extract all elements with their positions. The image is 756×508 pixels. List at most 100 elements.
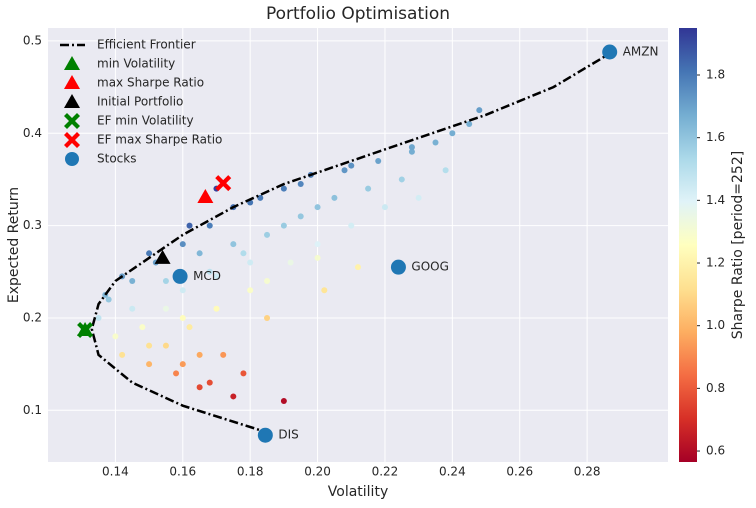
portfolio-point: [230, 241, 237, 248]
portfolio-point: [442, 167, 449, 174]
portfolio-point: [365, 185, 372, 192]
portfolio-point: [112, 333, 119, 340]
portfolio-point: [129, 278, 136, 285]
portfolio-point: [314, 254, 321, 261]
portfolio-point: [179, 314, 186, 321]
stock-label: DIS: [278, 428, 298, 442]
portfolio-point: [179, 287, 186, 294]
legend-marker: [64, 132, 80, 148]
marker-x: [215, 175, 232, 192]
portfolio-point: [119, 351, 126, 358]
colorbar-tick-label: 0.8: [706, 381, 725, 395]
y-tick-label: 0.5: [23, 33, 42, 47]
portfolio-point: [196, 250, 203, 257]
plot-layer: [77, 44, 618, 443]
portfolio-point: [179, 361, 186, 368]
x-tick-label: 0.16: [169, 465, 196, 479]
portfolio-point: [206, 268, 213, 275]
legend-label: Initial Portfolio: [97, 95, 183, 109]
y-tick-label: 0.2: [23, 310, 42, 324]
marker-x: [77, 321, 94, 338]
x-tick-label: 0.26: [506, 465, 533, 479]
portfolio-point: [196, 384, 203, 391]
y-tick-label: 0.3: [23, 218, 42, 232]
legend-label: min Volatility: [97, 57, 175, 71]
portfolio-point: [398, 176, 405, 183]
legend-label: Stocks: [97, 152, 136, 166]
y-tick-label: 0.4: [23, 126, 42, 140]
portfolio-point: [476, 107, 483, 114]
x-tick-label: 0.18: [237, 465, 264, 479]
portfolio-point: [95, 314, 102, 321]
portfolio-point: [206, 222, 213, 229]
legend: Efficient Frontier min Volatility max Shar…: [60, 38, 222, 166]
x-tick-label: 0.20: [304, 465, 331, 479]
portfolio-point: [287, 259, 294, 266]
portfolio-point: [355, 264, 361, 271]
portfolio-point: [264, 231, 271, 238]
colorbar-tick-label: 1.0: [706, 318, 725, 332]
portfolio-point: [230, 393, 237, 400]
legend-marker: [64, 56, 80, 70]
portfolio-point: [415, 194, 422, 201]
legend-label: Efficient Frontier: [97, 38, 196, 52]
stock-point: [257, 427, 273, 443]
portfolio-point: [186, 324, 193, 331]
portfolio-point: [280, 222, 287, 229]
portfolio-point: [213, 305, 220, 312]
x-tick-label: 0.14: [102, 465, 129, 479]
chart-title: Portfolio Optimisation: [266, 4, 450, 24]
portfolio-point: [297, 181, 304, 188]
portfolio-point: [162, 305, 169, 312]
portfolio-point: [375, 157, 382, 164]
portfolio-point: [466, 121, 473, 128]
plot-area: [48, 28, 668, 462]
colorbar-tick-label: 1.4: [706, 193, 725, 207]
portfolio-point: [321, 287, 328, 294]
portfolio-point: [314, 204, 321, 211]
colorbar-tick-label: 1.8: [706, 68, 725, 82]
portfolio-point: [146, 342, 153, 349]
stock-point: [390, 259, 406, 275]
portfolio-point: [220, 351, 227, 358]
portfolio-point: [257, 194, 264, 201]
legend-marker: [65, 152, 79, 166]
legend-label: max Sharpe Ratio: [97, 76, 204, 90]
marker-triangle: [154, 249, 171, 264]
colorbar: [679, 28, 697, 462]
portfolio-point: [179, 241, 186, 248]
portfolio-point: [247, 287, 254, 294]
marker-triangle: [197, 188, 214, 203]
portfolio-point: [348, 222, 355, 229]
colorbar-tick-label: 1.6: [706, 130, 725, 144]
legend-marker: [64, 113, 80, 129]
portfolio-point: [105, 296, 112, 303]
portfolio-point: [146, 361, 153, 368]
portfolio-point: [146, 250, 153, 257]
portfolio-point: [408, 148, 415, 155]
portfolio-point: [341, 167, 348, 174]
x-tick-label: 0.28: [574, 465, 601, 479]
portfolio-point: [314, 241, 321, 248]
portfolio-point: [186, 222, 193, 229]
portfolio-point: [247, 259, 254, 266]
portfolio-point: [264, 314, 271, 321]
colorbar-tick-label: 1.2: [706, 256, 725, 270]
x-tick-label: 0.24: [439, 465, 466, 479]
portfolio-point: [280, 185, 287, 192]
stock-label: GOOG: [411, 260, 449, 274]
portfolio-point: [162, 278, 169, 285]
portfolio-point: [280, 398, 287, 405]
portfolio-point: [408, 144, 415, 151]
x-tick-label: 0.22: [372, 465, 399, 479]
portfolio-point: [196, 351, 203, 358]
portfolio-point: [432, 139, 439, 146]
stock-point: [172, 268, 188, 284]
portfolio-point: [129, 305, 136, 312]
portfolio-point: [213, 273, 220, 280]
x-axis-label: Volatility: [328, 484, 388, 500]
legend-marker: [64, 94, 80, 108]
legend-label: EF min Volatility: [97, 114, 194, 128]
portfolio-point: [240, 250, 247, 257]
y-tick-label: 0.1: [23, 403, 42, 417]
